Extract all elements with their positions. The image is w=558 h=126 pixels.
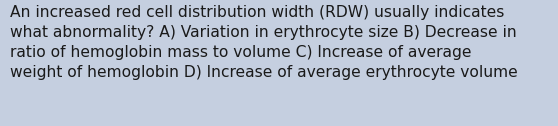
Text: An increased red cell distribution width (RDW) usually indicates
what abnormalit: An increased red cell distribution width… <box>10 5 518 80</box>
